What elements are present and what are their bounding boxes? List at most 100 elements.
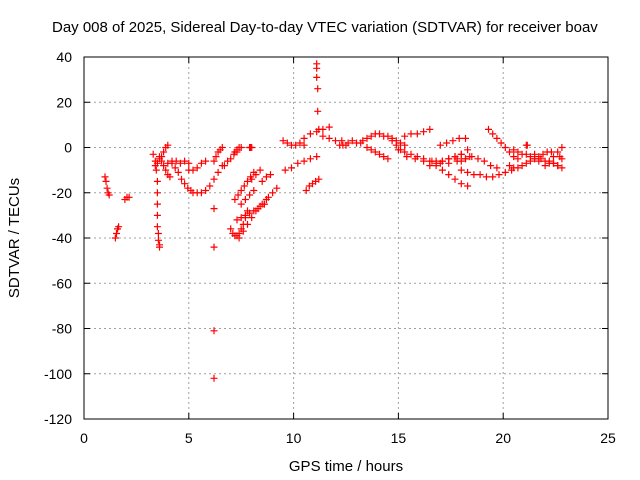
data-point: [445, 155, 453, 163]
series-a2: [111, 223, 123, 242]
data-point: [457, 180, 465, 188]
data-point: [113, 230, 120, 237]
data-point: [248, 144, 256, 151]
series-a1: [101, 173, 113, 199]
data-point: [111, 234, 119, 242]
data-point: [153, 211, 161, 219]
data-point: [523, 141, 531, 149]
series-a3: [121, 193, 133, 203]
data-point: [487, 162, 495, 170]
y-tick-label: 40: [56, 49, 72, 65]
y-axis-label: SDTVAR / TECUs: [6, 178, 23, 298]
data-point: [300, 157, 308, 165]
data-point: [359, 137, 367, 145]
data-point: [438, 166, 446, 174]
data-point: [210, 243, 218, 251]
data-point: [464, 146, 472, 154]
data-point: [332, 137, 339, 145]
data-point: [545, 157, 553, 165]
data-point: [250, 207, 258, 215]
x-tick-label: 25: [600, 430, 616, 446]
data-point: [451, 175, 459, 183]
series-b29: [556, 153, 566, 163]
data-point: [214, 168, 222, 176]
data-point: [468, 153, 476, 161]
series-b4: [313, 60, 323, 133]
series-b27: [541, 144, 566, 170]
series-a14: [227, 207, 251, 240]
data-point: [153, 223, 161, 231]
data-point: [558, 144, 566, 151]
data-point: [210, 157, 218, 165]
x-tick-label: 5: [185, 430, 193, 446]
data-point: [172, 157, 180, 165]
data-point: [160, 148, 168, 156]
series-a10: [185, 157, 210, 174]
data-point: [325, 123, 333, 131]
data-point: [558, 164, 566, 172]
data-point: [162, 166, 170, 174]
data-point: [539, 150, 547, 158]
series-a23: [231, 144, 245, 156]
data-point: [262, 173, 270, 181]
data-point: [363, 134, 371, 142]
data-point: [482, 173, 490, 181]
x-axis: 0 5 10 15 20 25: [80, 57, 616, 446]
data-point: [115, 223, 123, 231]
y-tick-label: -80: [52, 321, 72, 337]
data-point: [237, 144, 245, 151]
chart-title: Day 008 of 2025, Sidereal Day-to-day VTE…: [52, 19, 598, 36]
data-point: [426, 125, 434, 133]
data-point: [258, 177, 266, 185]
y-tick-label: -20: [52, 185, 72, 201]
series-b15: [432, 162, 472, 190]
series-b24: [522, 141, 531, 149]
data-point: [210, 327, 218, 335]
data-point: [168, 159, 176, 167]
data-point: [432, 159, 440, 167]
data-point: [438, 157, 446, 165]
data-point: [102, 177, 110, 185]
data-point: [237, 200, 245, 208]
series-a21: [260, 184, 281, 208]
data-point: [306, 155, 314, 163]
x-tick-label: 15: [391, 430, 407, 446]
data-point: [105, 191, 113, 199]
data-point: [550, 153, 557, 161]
series-b3: [302, 175, 323, 194]
data-point: [220, 162, 228, 170]
data-point: [497, 139, 505, 147]
data-point: [250, 187, 258, 194]
data-point: [319, 132, 327, 140]
data-point: [239, 227, 247, 235]
series-b20: [468, 153, 501, 172]
data-point: [485, 125, 492, 133]
data-point: [153, 200, 161, 208]
data-point: [227, 225, 235, 233]
data-point: [313, 153, 321, 161]
series-b12: [401, 125, 434, 140]
data-point: [480, 157, 488, 165]
series-b1: [279, 137, 308, 149]
x-tick-label: 0: [80, 430, 88, 446]
data-point: [518, 162, 526, 170]
data-point: [455, 134, 463, 142]
data-point: [154, 236, 162, 244]
data-point: [367, 132, 375, 140]
series-b21: [485, 125, 522, 163]
data-point: [153, 159, 161, 167]
data-point: [302, 187, 310, 194]
series-b10: [363, 144, 392, 163]
data-point: [531, 150, 539, 158]
data-point: [101, 173, 109, 181]
data-point: [493, 164, 501, 172]
data-point: [457, 166, 465, 174]
data-point: [315, 175, 323, 183]
data-point: [212, 153, 220, 161]
data-point: [371, 148, 379, 156]
data-point: [244, 220, 251, 228]
data-point: [156, 243, 163, 251]
data-point: [476, 171, 484, 179]
data-point: [510, 153, 518, 161]
series-a18: [237, 187, 258, 208]
